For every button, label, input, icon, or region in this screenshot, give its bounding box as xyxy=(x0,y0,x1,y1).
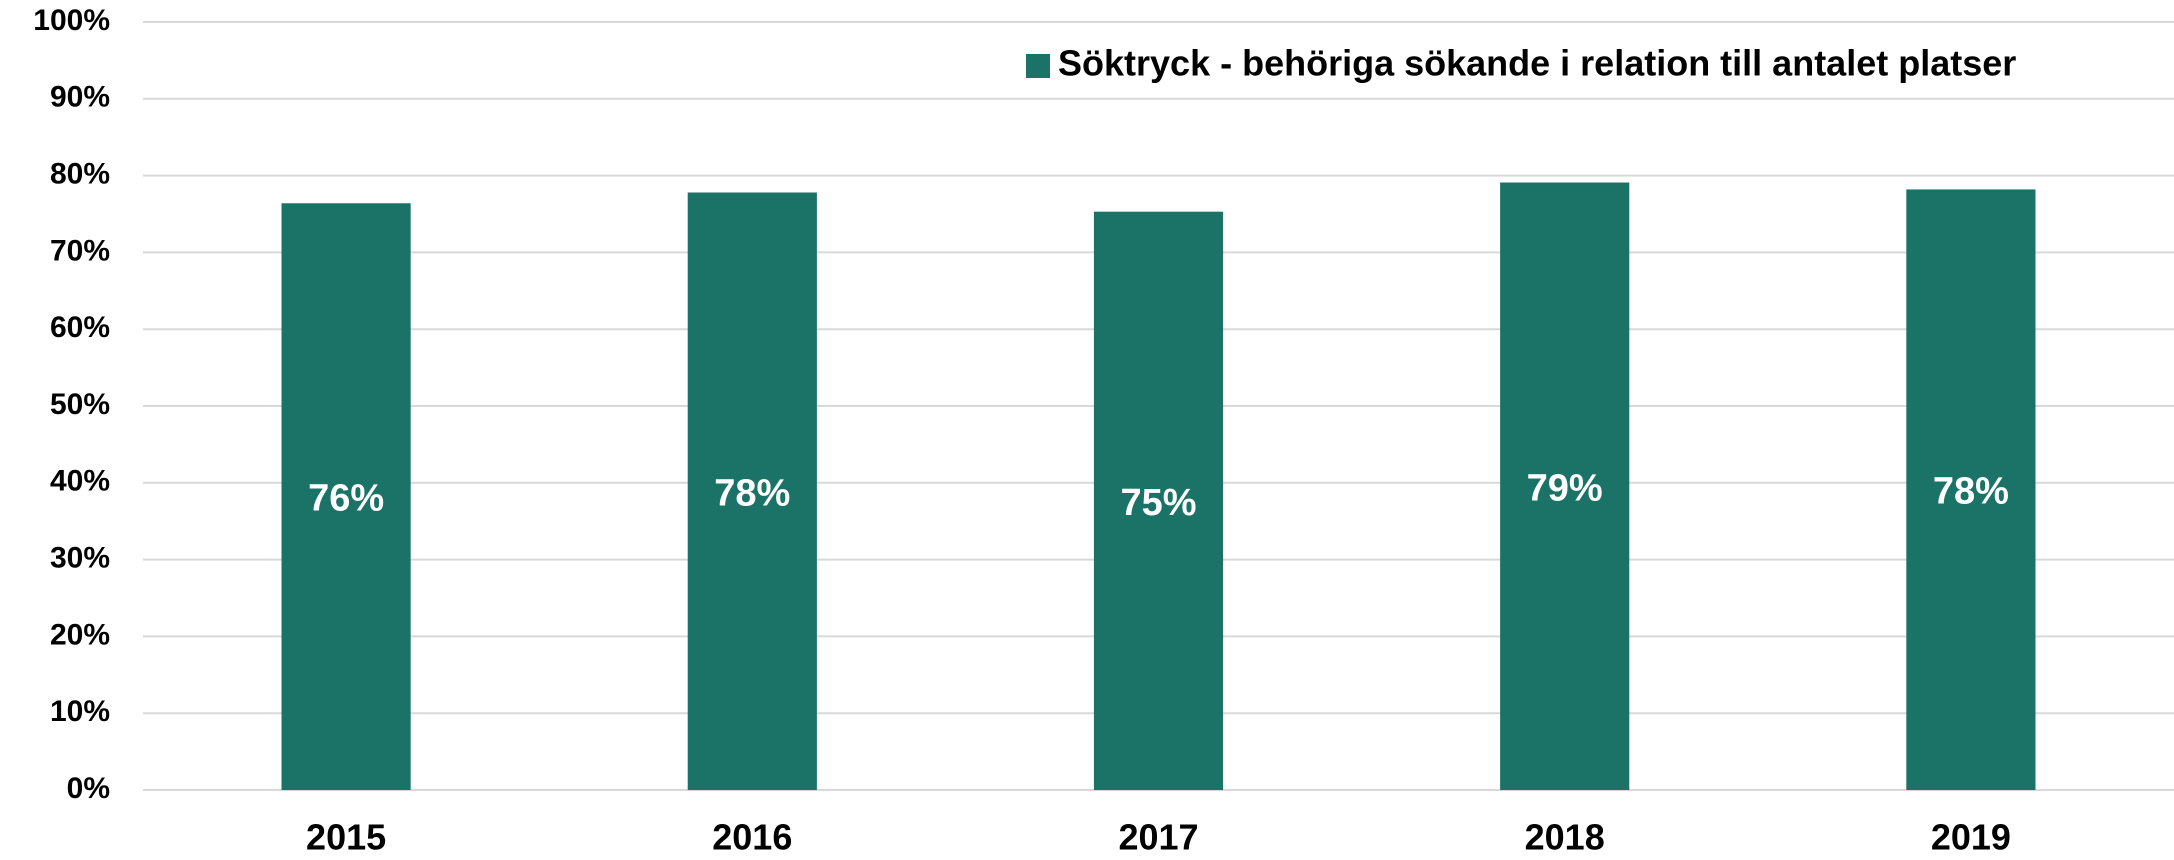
y-tick-label: 60% xyxy=(50,311,110,344)
x-tick-label: 2015 xyxy=(306,817,386,858)
y-tick-label: 30% xyxy=(50,542,110,575)
data-label: 79% xyxy=(1527,467,1603,509)
x-tick-label: 2019 xyxy=(1931,817,2011,858)
bar xyxy=(687,192,817,791)
y-tick-label: 40% xyxy=(50,465,110,498)
y-tick-label: 20% xyxy=(50,618,110,651)
bar xyxy=(1906,189,2036,790)
x-tick-label: 2016 xyxy=(712,817,792,858)
x-tick-label: 2018 xyxy=(1525,817,1605,858)
y-tick-label: 90% xyxy=(50,81,110,114)
legend-label: Söktryck - behöriga sökande i relation t… xyxy=(1058,43,2016,84)
y-tick-label: 10% xyxy=(50,695,110,728)
y-tick-label: 80% xyxy=(50,158,110,191)
bar xyxy=(1500,182,1630,791)
y-tick-label: 0% xyxy=(67,772,110,805)
y-tick-label: 50% xyxy=(50,388,110,421)
legend-swatch xyxy=(1026,54,1050,78)
y-tick-label: 70% xyxy=(50,234,110,267)
y-tick-label: 100% xyxy=(33,4,110,37)
data-label: 78% xyxy=(714,472,790,514)
data-label: 78% xyxy=(1933,471,2009,513)
bar xyxy=(281,203,411,791)
x-tick-label: 2017 xyxy=(1118,817,1198,858)
bar xyxy=(1093,211,1224,791)
data-label: 75% xyxy=(1120,482,1196,524)
data-label: 76% xyxy=(308,478,384,520)
